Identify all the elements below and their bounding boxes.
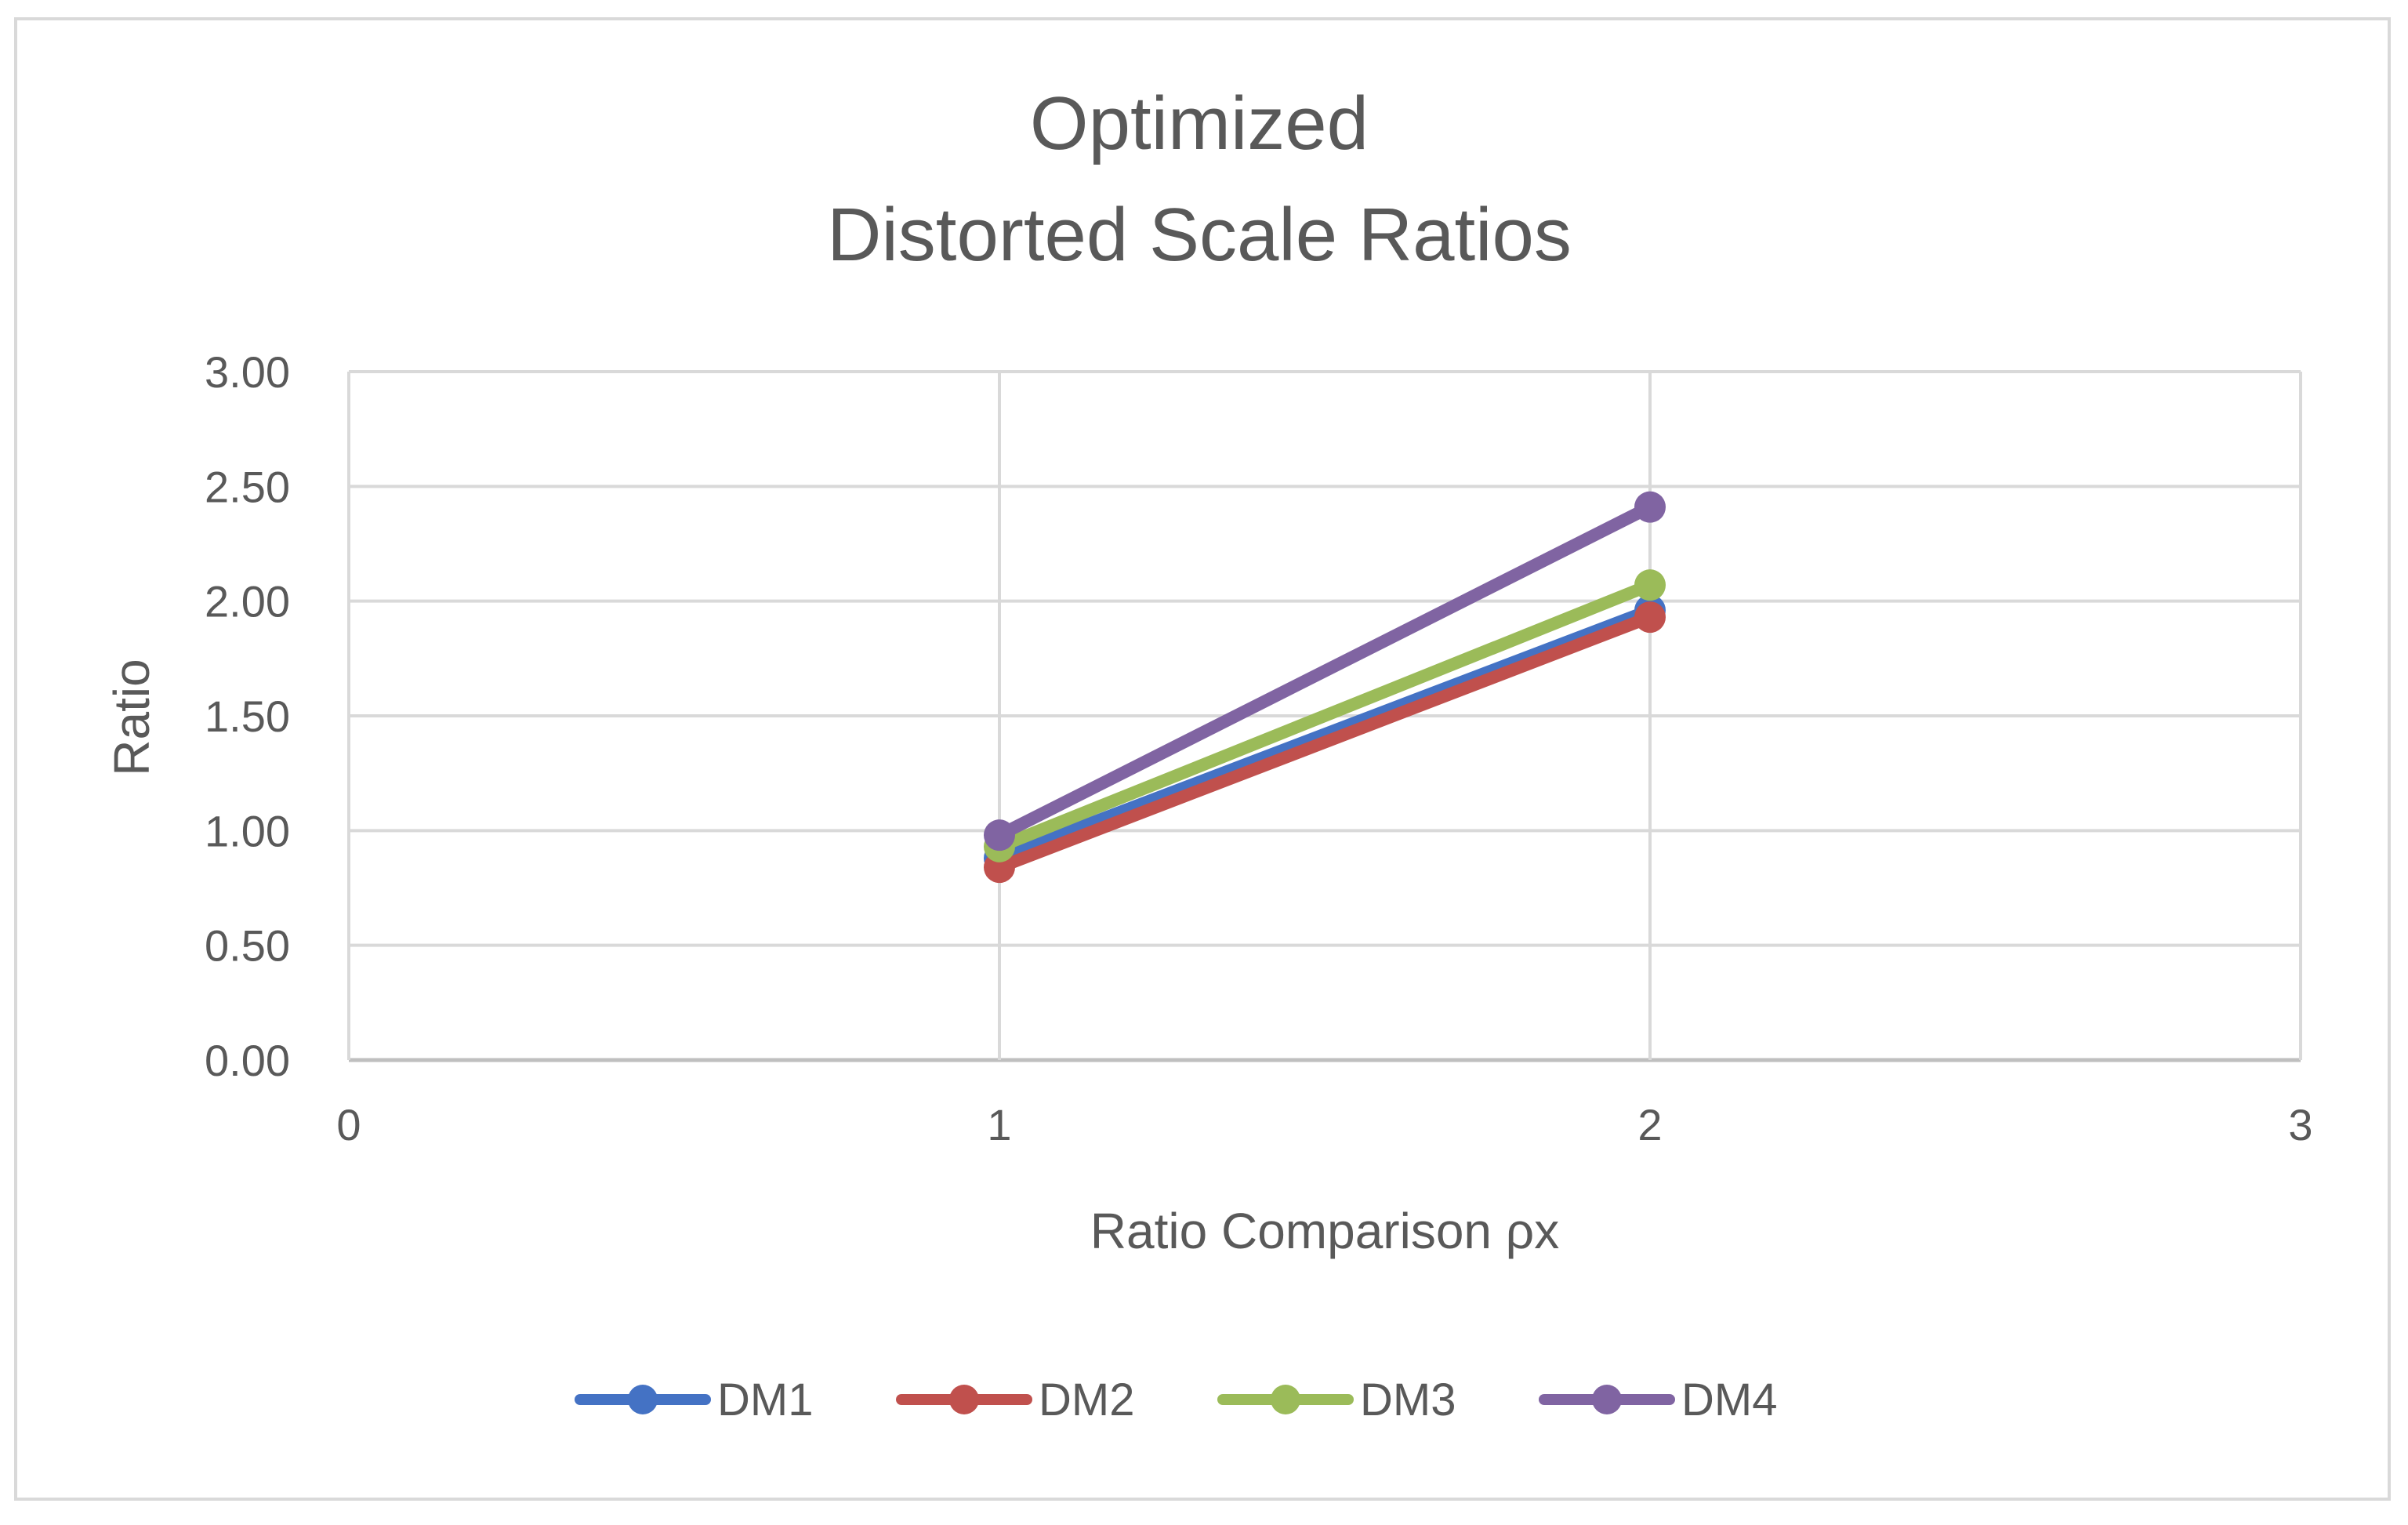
gridlines [347, 370, 2302, 1062]
legend-item-dm1: DM1 [575, 1374, 813, 1425]
series-line [993, 604, 1656, 865]
legend-item-dm3: DM3 [1217, 1374, 1456, 1425]
y-tick-label: 2.50 [205, 462, 290, 511]
series-lines [984, 491, 1666, 884]
legend-swatch-marker [628, 1385, 658, 1414]
x-tick-label: 0 [336, 1100, 361, 1149]
legend-item-dm2: DM2 [896, 1374, 1134, 1425]
legend-swatch-marker [1592, 1385, 1622, 1414]
legend-label: DM3 [1360, 1374, 1456, 1425]
legend-label: DM4 [1681, 1374, 1777, 1425]
legend-label: DM1 [717, 1374, 813, 1425]
y-tick-label: 1.00 [205, 806, 290, 855]
x-axis-title: Ratio Comparison ρx [1090, 1203, 1559, 1259]
legend-item-dm4: DM4 [1539, 1374, 1777, 1425]
y-tick-label: 0.00 [205, 1036, 290, 1085]
data-point [1634, 491, 1666, 523]
y-tick-label: 1.50 [205, 692, 290, 741]
y-tick-label: 3.00 [205, 347, 290, 397]
data-point [984, 819, 1015, 851]
y-tick-label: 2.00 [205, 577, 290, 626]
chart-title-line-2: Distorted Scale Ratios [827, 193, 1572, 277]
legend-label: DM2 [1039, 1374, 1134, 1425]
series-dm4 [984, 491, 1666, 851]
legend-swatch-marker [949, 1385, 979, 1414]
series-line [993, 579, 1656, 853]
legend-swatch-marker [1271, 1385, 1300, 1414]
y-axis-title: Ratio [103, 659, 160, 775]
x-tick-label: 3 [2288, 1100, 2312, 1149]
chart-title-line-1: Optimized [1030, 82, 1369, 165]
data-point [1634, 601, 1666, 634]
axis-ticks: 0.00 0.50 1.00 1.50 2.00 2.50 3.00 0 1 2 3 [205, 347, 2313, 1149]
x-tick-label: 2 [1637, 1100, 1662, 1149]
x-tick-label: 1 [987, 1100, 1011, 1149]
legend: DM1 DM2 DM3 DM4 [575, 1374, 1777, 1425]
data-point [1634, 569, 1666, 601]
y-tick-label: 0.50 [205, 921, 290, 971]
series-line [993, 611, 1656, 874]
series-line [993, 500, 1656, 842]
